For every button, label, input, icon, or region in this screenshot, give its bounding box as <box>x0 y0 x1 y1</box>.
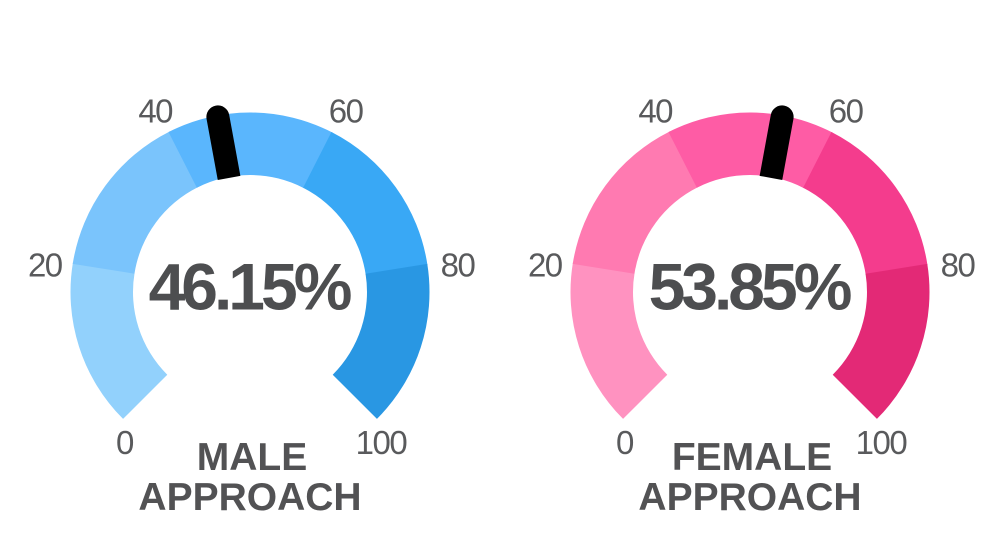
svg-text:40: 40 <box>138 92 173 129</box>
svg-text:FEMALE: FEMALE <box>672 436 832 479</box>
svg-text:100: 100 <box>356 424 408 461</box>
svg-text:46.15%: 46.15% <box>149 250 351 324</box>
svg-text:60: 60 <box>329 92 364 129</box>
svg-text:53.85%: 53.85% <box>649 250 851 324</box>
svg-text:80: 80 <box>941 246 976 283</box>
svg-text:MALE: MALE <box>197 436 308 479</box>
svg-text:0: 0 <box>116 424 134 461</box>
svg-text:0: 0 <box>616 424 634 461</box>
svg-text:40: 40 <box>638 92 673 129</box>
svg-text:APPROACH: APPROACH <box>638 476 861 519</box>
svg-text:100: 100 <box>856 424 908 461</box>
svg-text:20: 20 <box>528 246 563 283</box>
svg-text:APPROACH: APPROACH <box>138 476 361 519</box>
svg-text:60: 60 <box>829 92 864 129</box>
svg-text:80: 80 <box>441 246 476 283</box>
svg-text:20: 20 <box>28 246 63 283</box>
